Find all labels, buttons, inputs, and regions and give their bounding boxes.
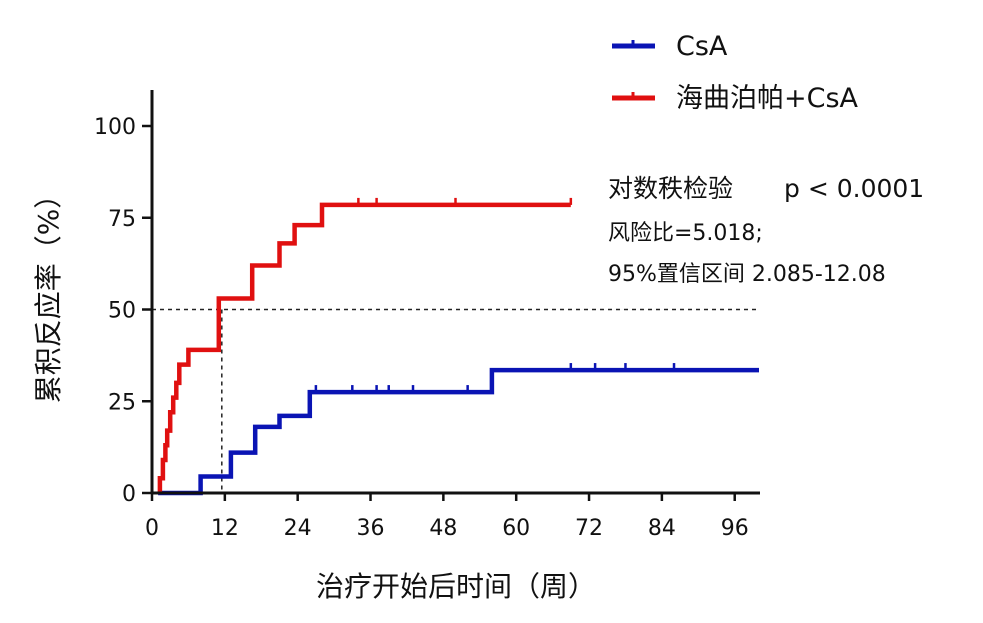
y-tick-label: 75	[108, 207, 136, 232]
hazard-ratio-label: 风险比=5.018;	[608, 221, 763, 246]
reference-lines	[152, 308, 759, 493]
logrank-test-label: 对数秩检验	[608, 174, 733, 203]
x-tick-label: 0	[145, 516, 159, 541]
series-layer	[157, 197, 759, 496]
p-value-label: p < 0.0001	[784, 174, 924, 203]
y-tick-label: 25	[108, 390, 136, 415]
x-tick-label: 36	[357, 516, 385, 541]
axes	[150, 90, 760, 495]
legend-label-csa: CsA	[676, 31, 728, 62]
x-axis-title: 治疗开始后时间（周）	[316, 570, 596, 603]
stats-annotation: 对数秩检验 p < 0.0001 风险比=5.018; 95%置信区间 2.08…	[608, 174, 924, 287]
ticks: 0 12 24 36 48 60 72 84 96 0 25 50 75 100	[94, 115, 749, 541]
x-tick-label: 48	[429, 516, 457, 541]
series-line-csa	[158, 367, 759, 496]
y-tick-label: 100	[94, 115, 136, 140]
x-tick-label: 12	[211, 516, 239, 541]
x-tick-label: 60	[502, 516, 530, 541]
x-tick-label: 24	[284, 516, 312, 541]
y-tick-label: 0	[122, 482, 136, 507]
x-tick-label: 84	[648, 516, 676, 541]
series-line-combo	[157, 202, 571, 493]
legend-label-combo: 海曲泊帕+CsA	[676, 83, 859, 114]
y-axis-title: 累积反应率（%）	[32, 181, 65, 404]
x-tick-label: 72	[575, 516, 603, 541]
confidence-interval-label: 95%置信区间 2.085-12.08	[608, 262, 886, 287]
x-tick-label: 96	[721, 516, 749, 541]
legend: CsA 海曲泊帕+CsA	[612, 31, 859, 114]
y-tick-label: 50	[108, 299, 136, 324]
